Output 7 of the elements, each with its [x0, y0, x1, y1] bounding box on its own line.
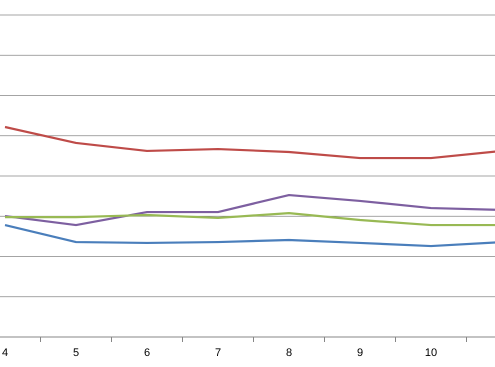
x-tick-label: 8: [286, 347, 292, 359]
x-tick-label: 10: [424, 347, 438, 359]
x-tick-label: 6: [144, 347, 150, 359]
x-tick-label: 9: [356, 347, 364, 359]
x-tick-label: 7: [214, 347, 222, 359]
x-tick-label: 4: [2, 347, 8, 359]
x-tick-label: 5: [72, 347, 80, 359]
